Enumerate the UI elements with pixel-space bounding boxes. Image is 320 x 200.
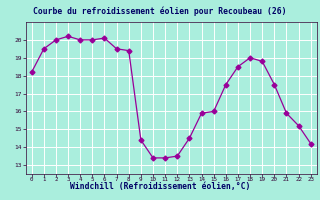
Text: Windchill (Refroidissement éolien,°C): Windchill (Refroidissement éolien,°C) bbox=[70, 182, 250, 192]
Text: Courbe du refroidissement éolien pour Recoubeau (26): Courbe du refroidissement éolien pour Re… bbox=[33, 6, 287, 16]
